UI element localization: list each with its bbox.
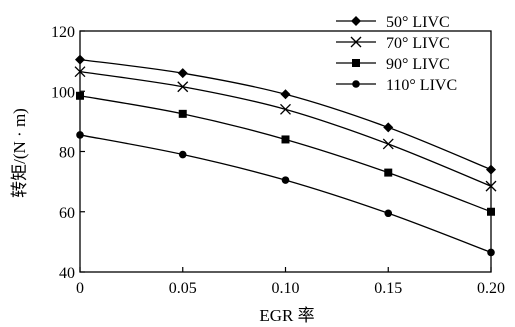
axes: 40 60 80 100 120 0 0.05 0.10 0.15 0.20 bbox=[51, 24, 505, 297]
legend-item: 90° LIVC bbox=[336, 56, 450, 73]
circle-marker bbox=[178, 150, 187, 159]
y-tick-label: 80 bbox=[59, 145, 75, 162]
square-marker bbox=[178, 109, 187, 118]
legend-label: 50° LIVC bbox=[386, 14, 450, 31]
legend-diamond-marker bbox=[351, 16, 361, 26]
series-layer bbox=[74, 54, 497, 257]
circle-marker bbox=[76, 131, 84, 139]
series-3 bbox=[76, 91, 495, 216]
diamond-marker bbox=[75, 54, 85, 65]
x-tick-label: 0.10 bbox=[272, 280, 300, 297]
series-1 bbox=[75, 54, 496, 175]
x-marker bbox=[177, 81, 189, 93]
y-tick-label: 60 bbox=[59, 205, 75, 222]
series-line bbox=[79, 134, 492, 254]
square-marker bbox=[281, 135, 290, 144]
x-tick-label: 0 bbox=[76, 280, 84, 297]
x-marker-stroke bbox=[350, 36, 362, 48]
legend-item: 110° LIVC bbox=[336, 77, 457, 94]
legend-x-marker bbox=[350, 36, 362, 48]
y-tick-label: 100 bbox=[51, 84, 75, 101]
circle-marker bbox=[487, 248, 495, 257]
x-marker bbox=[485, 180, 497, 192]
circle-marker bbox=[384, 209, 393, 218]
legend-circle-marker bbox=[352, 80, 360, 88]
legend: 50° LIVC 70° LIVC 90° LIVC 110° LIVC bbox=[336, 14, 457, 94]
square-marker bbox=[76, 91, 84, 100]
diamond-marker bbox=[177, 68, 188, 79]
y-tick-label: 120 bbox=[51, 24, 75, 41]
legend-label: 70° LIVC bbox=[386, 35, 450, 52]
diamond-marker bbox=[486, 164, 496, 175]
x-marker-stroke bbox=[485, 180, 497, 192]
y-axis-title: 转矩/(N · m) bbox=[10, 108, 29, 198]
legend-item: 50° LIVC bbox=[336, 14, 450, 31]
y-tick-label: 40 bbox=[59, 265, 75, 282]
legend-label: 90° LIVC bbox=[386, 56, 450, 73]
x-tick-label: 0.05 bbox=[169, 280, 197, 297]
x-axis-title: EGR 率 bbox=[259, 306, 314, 325]
x-tick-label: 0.20 bbox=[477, 280, 505, 297]
legend-item: 70° LIVC bbox=[336, 35, 450, 52]
square-marker bbox=[384, 168, 393, 177]
x-marker bbox=[280, 103, 291, 115]
x-marker bbox=[74, 66, 86, 78]
series-2 bbox=[74, 66, 497, 192]
x-marker-stroke bbox=[382, 138, 394, 150]
series-line bbox=[79, 95, 492, 213]
diamond-marker bbox=[280, 89, 291, 100]
x-marker-stroke bbox=[177, 81, 189, 93]
legend-label: 110° LIVC bbox=[386, 77, 457, 94]
series-4 bbox=[76, 131, 495, 257]
legend-square-marker bbox=[352, 59, 360, 67]
x-marker-stroke bbox=[74, 66, 86, 78]
diamond-marker bbox=[383, 122, 394, 133]
square-marker bbox=[487, 207, 495, 216]
x-marker-stroke bbox=[280, 103, 291, 115]
x-tick-label: 0.15 bbox=[374, 280, 402, 297]
circle-marker bbox=[281, 176, 290, 184]
x-marker bbox=[382, 138, 394, 150]
